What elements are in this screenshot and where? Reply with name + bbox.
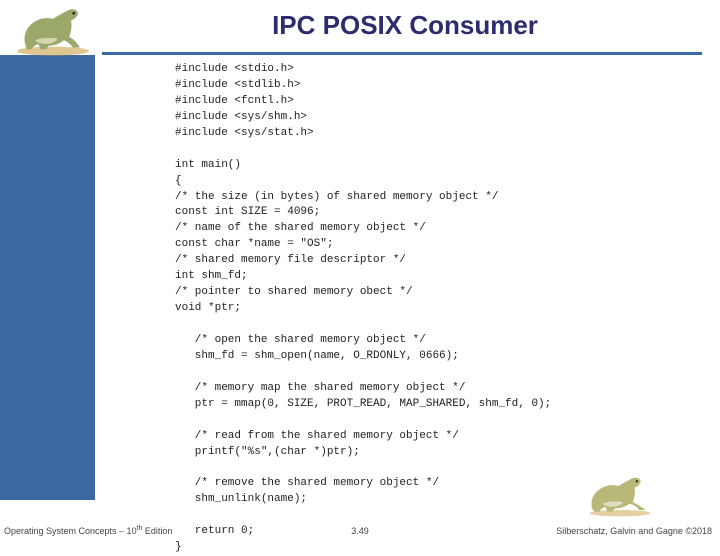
- code-line: void *ptr;: [175, 302, 241, 314]
- code-line: #include <stdio.h>: [175, 63, 294, 75]
- code-line: /* shared memory file descriptor */: [175, 254, 406, 266]
- dinosaur-top-icon: [8, 2, 98, 57]
- code-line: {: [175, 175, 182, 187]
- dinosaur-bottom-icon: [580, 470, 660, 518]
- code-line: #include <sys/stat.h>: [175, 127, 314, 139]
- code-line: int shm_fd;: [175, 270, 248, 282]
- code-line: ptr = mmap(0, SIZE, PROT_READ, MAP_SHARE…: [175, 398, 551, 410]
- left-sidebar: [0, 55, 95, 500]
- code-line: int main(): [175, 159, 241, 171]
- footer: Operating System Concepts – 10th Edition…: [0, 518, 720, 536]
- code-line: /* open the shared memory object */: [175, 334, 426, 346]
- code-line: }: [175, 541, 182, 553]
- code-line: #include <sys/shm.h>: [175, 111, 307, 123]
- code-block: #include <stdio.h> #include <stdlib.h> #…: [175, 62, 551, 556]
- code-line: shm_fd = shm_open(name, O_RDONLY, 0666);: [175, 350, 459, 362]
- code-line: #include <fcntl.h>: [175, 95, 294, 107]
- code-line: /* name of the shared memory object */: [175, 222, 426, 234]
- slide-title: IPC POSIX Consumer: [110, 10, 700, 41]
- code-line: /* memory map the shared memory object *…: [175, 382, 465, 394]
- code-line: /* pointer to shared memory obect */: [175, 286, 413, 298]
- footer-copyright: Silberschatz, Galvin and Gagne ©2018: [556, 526, 712, 536]
- code-line: printf("%s",(char *)ptr);: [175, 446, 360, 458]
- code-line: const int SIZE = 4096;: [175, 206, 320, 218]
- code-line: shm_unlink(name);: [175, 493, 307, 505]
- code-line: /* remove the shared memory object */: [175, 477, 439, 489]
- code-line: #include <stdlib.h>: [175, 79, 300, 91]
- title-underline: [102, 52, 702, 55]
- code-line: const char *name = "OS";: [175, 238, 333, 250]
- code-line: /* read from the shared memory object */: [175, 430, 459, 442]
- code-line: /* the size (in bytes) of shared memory …: [175, 191, 498, 203]
